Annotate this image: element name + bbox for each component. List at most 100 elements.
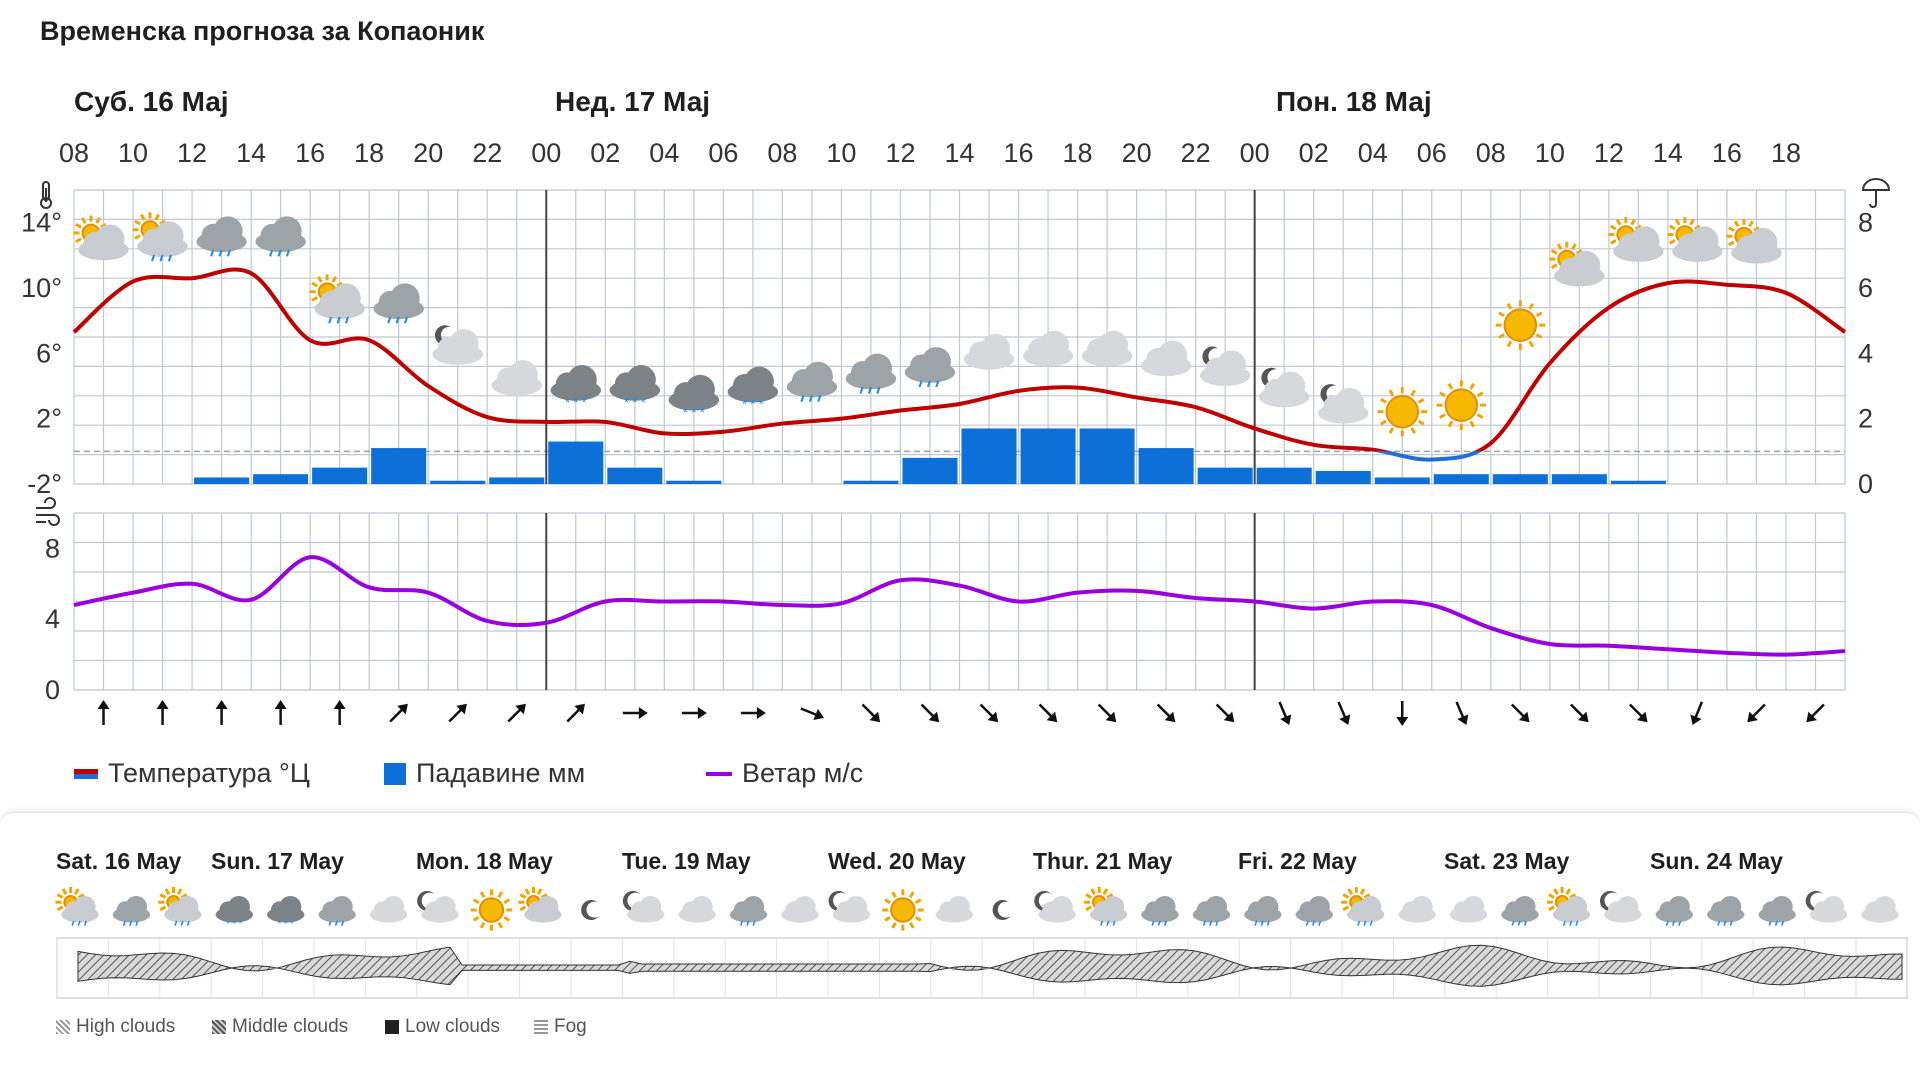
cloud-shape (1616, 895, 1639, 918)
rain-drop (918, 380, 923, 388)
rain-drop (403, 316, 409, 324)
sun-ray (891, 891, 897, 899)
precipitation-bar (312, 467, 368, 484)
legend-precipitation: Падавине мм (384, 758, 585, 789)
rain-drop (1106, 920, 1110, 926)
wind-arrow (1337, 701, 1351, 725)
wind-arrow-head (1164, 711, 1176, 723)
wind-arrow (448, 703, 467, 723)
snow-flake: * (239, 919, 243, 930)
partly-cloudy-rain-icon (309, 274, 365, 324)
cloud-rain-icon (1706, 895, 1745, 926)
sun-ray (536, 888, 543, 895)
cloud-icon (369, 895, 408, 923)
legend-low-clouds: Low clouds (385, 1016, 500, 1038)
sun-ray (1380, 419, 1387, 426)
cloud-shape (1098, 330, 1129, 361)
cloud-shape (744, 366, 774, 397)
snow-flake: * (582, 395, 588, 410)
wind-arrow-head (1518, 711, 1530, 723)
cloud-snow-icon: * * * (668, 374, 720, 420)
sun-ray (75, 237, 82, 243)
rain-drop (867, 386, 872, 394)
cloud-shape (1873, 895, 1896, 918)
precipitation-bar (902, 457, 958, 484)
cloud-shape (685, 374, 715, 405)
snow-flake: * (641, 395, 647, 410)
sun-ray (1359, 888, 1366, 895)
wind-arrow (1510, 703, 1530, 723)
extended-day-label: Tue. 19 May (622, 848, 751, 874)
sun-ray (479, 891, 486, 899)
cloud-shape (390, 283, 420, 313)
partly-cloudy-rain-icon (55, 886, 99, 926)
wind-arrow-head (813, 708, 824, 721)
rain-drop (387, 316, 392, 324)
hour-label: 14 (1653, 138, 1683, 168)
precipitation-tick-label: 2 (1858, 404, 1873, 434)
sun-ray (1106, 893, 1114, 899)
precipitation-axis: 8 6 4 2 0 (1858, 208, 1873, 499)
sun-ray (80, 217, 87, 224)
wind-arrow-head (987, 711, 999, 723)
partly-cloudy-icon (1667, 217, 1723, 262)
sun-ray (1571, 243, 1577, 250)
cloud-shape (862, 353, 892, 383)
moon-cloud-icon (1318, 384, 1369, 424)
wind-arrow-head (1806, 711, 1817, 723)
cloud-shape (1462, 895, 1485, 918)
precipitation-bar (253, 474, 309, 484)
cloud-icon (491, 360, 542, 396)
rain-drop (1163, 920, 1167, 926)
sun-ray (1506, 302, 1513, 310)
cloud-shape (1308, 895, 1330, 918)
wind-arrow (1038, 703, 1058, 723)
sun-disc (478, 897, 505, 923)
cloud-icon (781, 895, 819, 923)
moon-icon (581, 900, 599, 921)
cloud-shape (1748, 227, 1778, 258)
wind-arrow-head (869, 711, 881, 723)
legend-middle-clouds: Middle clouds (212, 1016, 348, 1038)
snow-flake: * (742, 397, 748, 412)
wind-arrow-head (1046, 711, 1058, 723)
moon-cloud-icon (1805, 890, 1848, 923)
legend-low-clouds-swatch (385, 1020, 399, 1034)
precipitation-bar (1492, 474, 1548, 484)
precipitation-bar (430, 480, 486, 484)
cloud-icon (935, 895, 974, 923)
wind-arrow-head (274, 700, 287, 709)
cloud-shape (536, 895, 559, 918)
wind-arrow-head (1457, 714, 1469, 725)
legend-high-clouds-swatch (56, 1020, 70, 1034)
sun-icon (1436, 380, 1487, 430)
sun-ray (479, 921, 486, 929)
wind-arrow (215, 700, 228, 725)
wind-arrow-head (1223, 711, 1235, 723)
cloud-icon (1022, 330, 1074, 367)
extended-day-label: Sun. 17 May (211, 848, 344, 874)
rain-drop (1318, 920, 1322, 926)
sun-ray (891, 921, 897, 929)
sun-ray (1575, 249, 1583, 255)
wind-direction-arrows (97, 700, 1825, 726)
sun-ray (1342, 905, 1350, 912)
rain-drop (1569, 920, 1573, 926)
rain-drop (395, 316, 400, 324)
legend-wind-label: Ветар м/с (742, 758, 864, 788)
wind-arrow (1806, 703, 1825, 723)
cloud-shape (272, 216, 302, 246)
sun-ray (497, 921, 504, 929)
partly-cloudy-icon (1726, 218, 1782, 264)
cloud-rain-icon (1141, 895, 1179, 926)
sun-ray (1498, 311, 1505, 318)
sun-ray (73, 888, 80, 895)
rain-drop (174, 920, 178, 926)
rain-drop (1678, 920, 1682, 926)
cloud-icon (1140, 340, 1192, 377)
wind-arrow-head (638, 707, 648, 719)
sun-ray (1410, 427, 1416, 434)
cloud-shape (1216, 350, 1247, 380)
sun-ray (1609, 224, 1617, 231)
partly-cloudy-icon (73, 215, 129, 261)
